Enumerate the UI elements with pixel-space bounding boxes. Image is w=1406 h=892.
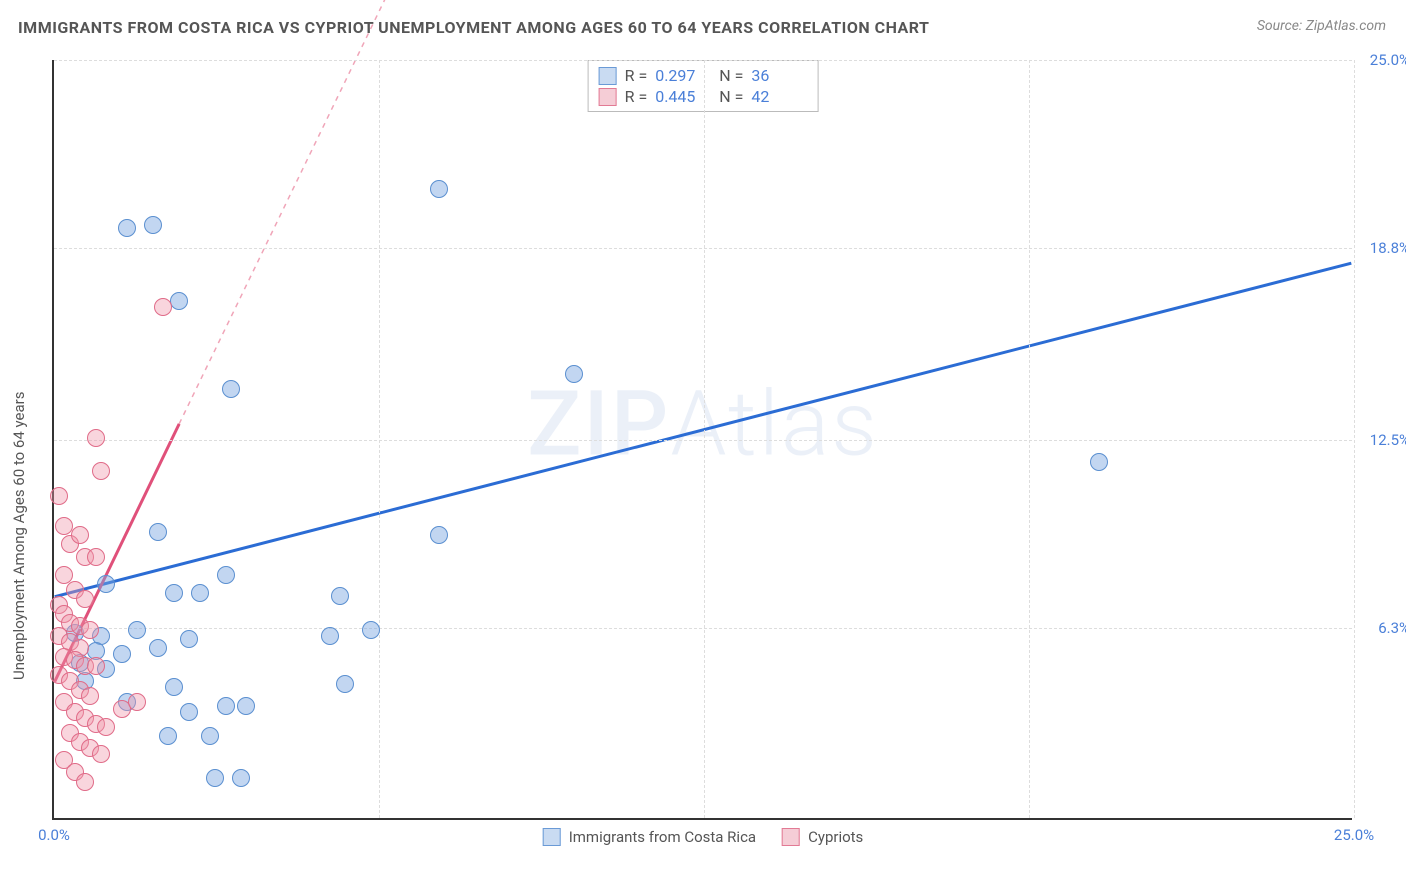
x-tick-label: 25.0% xyxy=(1334,826,1374,844)
scatter-point xyxy=(118,219,136,237)
scatter-point xyxy=(165,678,183,696)
scatter-point xyxy=(81,621,99,639)
chart-title: IMMIGRANTS FROM COSTA RICA VS CYPRIOT UN… xyxy=(18,18,929,37)
legend-correlation-row: R = 0.445 N = 42 xyxy=(599,86,808,107)
scatter-point xyxy=(217,697,235,715)
scatter-point xyxy=(331,587,349,605)
gridline-vertical xyxy=(379,60,380,818)
scatter-point xyxy=(362,621,380,639)
scatter-point xyxy=(180,703,198,721)
legend-series-item: Immigrants from Costa Rica xyxy=(543,828,756,846)
scatter-point xyxy=(87,429,105,447)
scatter-point xyxy=(149,639,167,657)
chart-plot-area: ZIPAtlas R =0.297N =36R =0.445N =42 Immi… xyxy=(52,60,1352,820)
trend-line xyxy=(55,263,1352,597)
scatter-point xyxy=(180,630,198,648)
legend-r-label: R = xyxy=(625,66,648,85)
legend-series-label: Cypriots xyxy=(808,828,863,846)
legend-n-label: N = xyxy=(719,66,743,85)
trend-line xyxy=(179,0,444,424)
scatter-point xyxy=(92,462,110,480)
scatter-point xyxy=(81,687,99,705)
scatter-point xyxy=(50,487,68,505)
scatter-point xyxy=(113,645,131,663)
scatter-point xyxy=(336,675,354,693)
legend-series-label: Immigrants from Costa Rica xyxy=(569,828,756,846)
legend-n-value: 42 xyxy=(751,87,807,106)
scatter-point xyxy=(128,693,146,711)
legend-series-item: Cypriots xyxy=(782,828,863,846)
scatter-point xyxy=(128,621,146,639)
source-attribution: Source: ZipAtlas.com xyxy=(1257,18,1386,34)
scatter-point xyxy=(321,627,339,645)
gridline-horizontal xyxy=(54,248,1352,249)
scatter-point xyxy=(97,575,115,593)
scatter-point xyxy=(191,584,209,602)
scatter-point xyxy=(237,697,255,715)
scatter-point xyxy=(71,526,89,544)
legend-correlation-box: R = 0.297 N = 36 R = 0.445 N = 42 xyxy=(588,60,819,112)
scatter-point xyxy=(76,773,94,791)
scatter-point xyxy=(222,380,240,398)
legend-swatch xyxy=(543,828,561,846)
y-tick-label: 18.8% xyxy=(1370,239,1406,257)
scatter-point xyxy=(201,727,219,745)
gridline-vertical xyxy=(1029,60,1030,818)
scatter-point xyxy=(170,292,188,310)
scatter-point xyxy=(430,526,448,544)
scatter-point xyxy=(144,216,162,234)
scatter-point xyxy=(232,769,250,787)
legend-swatch xyxy=(599,88,617,106)
scatter-point xyxy=(217,566,235,584)
scatter-point xyxy=(1090,453,1108,471)
gridline-horizontal xyxy=(54,60,1352,61)
gridline-horizontal xyxy=(54,628,1352,629)
gridline-vertical xyxy=(1354,60,1355,818)
scatter-point xyxy=(430,180,448,198)
scatter-point xyxy=(165,584,183,602)
legend-n-label: N = xyxy=(719,87,743,106)
y-axis-label: Unemployment Among Ages 60 to 64 years xyxy=(10,392,28,680)
scatter-point xyxy=(87,657,105,675)
y-tick-label: 25.0% xyxy=(1370,51,1406,69)
scatter-point xyxy=(149,523,167,541)
legend-swatch xyxy=(599,67,617,85)
legend-swatch xyxy=(782,828,800,846)
legend-r-label: R = xyxy=(625,87,648,106)
legend-n-value: 36 xyxy=(751,66,807,85)
scatter-point xyxy=(154,298,172,316)
legend-correlation-row: R = 0.297 N = 36 xyxy=(599,65,808,86)
legend-series: Immigrants from Costa Rica Cypriots xyxy=(543,828,864,846)
legend-r-value: 0.445 xyxy=(655,87,711,106)
gridline-vertical xyxy=(704,60,705,818)
y-tick-label: 12.5% xyxy=(1370,431,1406,449)
scatter-point xyxy=(92,745,110,763)
scatter-point xyxy=(87,548,105,566)
scatter-point xyxy=(76,590,94,608)
legend-r-value: 0.297 xyxy=(655,66,711,85)
scatter-point xyxy=(97,718,115,736)
x-tick-label: 0.0% xyxy=(38,826,70,844)
scatter-point xyxy=(159,727,177,745)
gridline-horizontal xyxy=(54,440,1352,441)
scatter-point xyxy=(565,365,583,383)
scatter-point xyxy=(206,769,224,787)
y-tick-label: 6.3% xyxy=(1378,619,1406,637)
